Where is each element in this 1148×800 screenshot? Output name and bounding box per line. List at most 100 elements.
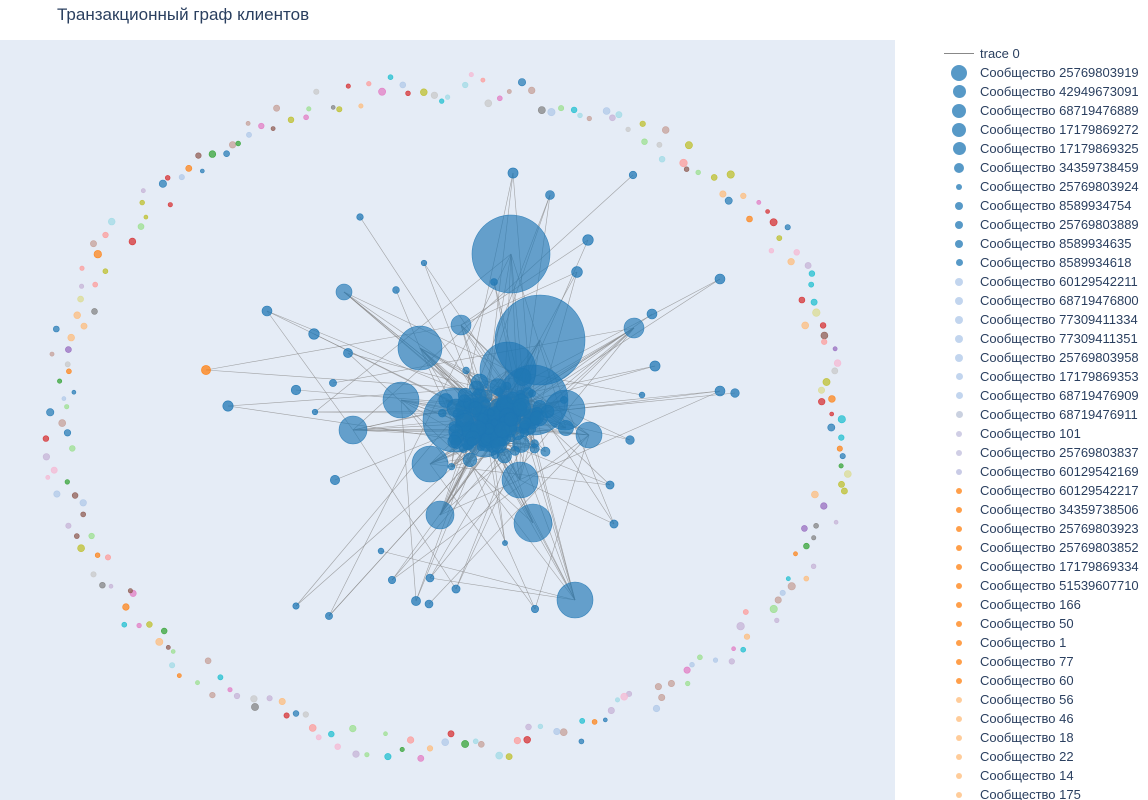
graph-node-228[interactable] <box>774 596 782 604</box>
graph-node-209[interactable] <box>836 445 843 452</box>
legend-item-13[interactable]: Сообщество 68719476800 <box>944 291 1148 310</box>
graph-node-201[interactable] <box>571 266 583 278</box>
graph-node-217[interactable] <box>833 519 839 525</box>
graph-node-332[interactable] <box>64 361 71 368</box>
graph-node-138[interactable] <box>490 418 499 427</box>
graph-node-290[interactable] <box>217 674 224 681</box>
graph-node-322[interactable] <box>69 445 76 452</box>
graph-node-376[interactable] <box>345 83 351 89</box>
graph-node-410[interactable] <box>685 141 693 150</box>
graph-node-389[interactable] <box>480 77 486 83</box>
graph-node-386[interactable] <box>445 94 451 100</box>
graph-node-361[interactable] <box>208 150 217 158</box>
graph-node-396[interactable] <box>547 108 556 117</box>
graph-node-218[interactable] <box>813 522 819 529</box>
legend-item-2[interactable]: Сообщество 42949673091 <box>944 82 1148 101</box>
graph-node-13[interactable] <box>335 283 353 301</box>
graph-node-151[interactable] <box>558 420 574 436</box>
legend-item-10[interactable]: Сообщество 8589934635 <box>944 234 1148 253</box>
legend-item-24[interactable]: Сообщество 34359738506 <box>944 500 1148 519</box>
graph-node-402[interactable] <box>609 114 616 122</box>
graph-node-241[interactable] <box>685 680 691 687</box>
graph-node-6[interactable] <box>382 381 420 419</box>
legend-item-25[interactable]: Сообщество 25769803923 <box>944 519 1148 538</box>
graph-node-355[interactable] <box>158 179 167 188</box>
graph-node-323[interactable] <box>42 435 50 442</box>
graph-node-281[interactable] <box>292 710 300 717</box>
graph-node-265[interactable] <box>447 730 455 738</box>
graph-node-179[interactable] <box>290 384 302 396</box>
graph-node-211[interactable] <box>838 463 844 469</box>
graph-node-196[interactable] <box>411 596 421 606</box>
graph-node-250[interactable] <box>602 717 608 723</box>
graph-node-175[interactable] <box>261 305 273 317</box>
graph-node-441[interactable] <box>822 378 831 386</box>
graph-node-378[interactable] <box>366 81 372 87</box>
graph-node-203[interactable] <box>392 286 400 294</box>
graph-node-258[interactable] <box>523 736 531 744</box>
graph-node-254[interactable] <box>559 728 568 737</box>
graph-node-287[interactable] <box>233 692 241 700</box>
graph-node-178[interactable] <box>222 400 234 412</box>
graph-node-173[interactable] <box>356 213 364 221</box>
graph-node-291[interactable] <box>195 680 200 686</box>
graph-node-226[interactable] <box>787 582 796 591</box>
graph-node-171[interactable] <box>628 170 638 180</box>
graph-node-157[interactable] <box>512 398 531 417</box>
legend-item-23[interactable]: Сообщество 60129542217 <box>944 481 1148 500</box>
graph-node-234[interactable] <box>740 646 747 653</box>
graph-node-176[interactable] <box>308 328 320 340</box>
graph-node-255[interactable] <box>553 727 561 735</box>
graph-node-266[interactable] <box>441 738 450 747</box>
graph-node-283[interactable] <box>278 697 286 705</box>
graph-node-276[interactable] <box>334 743 341 750</box>
graph-node-186[interactable] <box>730 388 740 398</box>
graph-node-306[interactable] <box>99 581 106 589</box>
graph-node-333[interactable] <box>49 351 55 357</box>
graph-node-311[interactable] <box>88 532 95 540</box>
graph-node-431[interactable] <box>798 296 806 304</box>
graph-node-346[interactable] <box>90 240 97 248</box>
graph-node-363[interactable] <box>229 141 237 149</box>
graph-node-206[interactable] <box>837 415 846 424</box>
graph-node-403[interactable] <box>615 111 623 119</box>
graph-node-443[interactable] <box>828 395 836 403</box>
legend-item-4[interactable]: Сообщество 17179869272 <box>944 120 1148 139</box>
graph-node-349[interactable] <box>107 217 116 226</box>
graph-node-210[interactable] <box>839 453 846 460</box>
graph-node-279[interactable] <box>308 724 317 732</box>
graph-node-353[interactable] <box>140 188 146 194</box>
graph-node-239[interactable] <box>689 661 695 668</box>
graph-node-289[interactable] <box>209 691 216 699</box>
graph-node-405[interactable] <box>639 120 646 127</box>
graph-node-235[interactable] <box>731 646 736 652</box>
graph-node-0[interactable] <box>471 214 551 294</box>
legend-item-16[interactable]: Сообщество 25769803958 <box>944 348 1148 367</box>
graph-node-182[interactable] <box>646 308 658 320</box>
graph-node-34[interactable] <box>540 446 551 457</box>
graph-node-100[interactable] <box>438 409 447 418</box>
graph-node-256[interactable] <box>537 723 544 730</box>
graph-node-230[interactable] <box>774 617 780 624</box>
graph-node-319[interactable] <box>45 474 51 480</box>
graph-node-315[interactable] <box>79 499 87 507</box>
graph-node-398[interactable] <box>570 106 578 114</box>
graph-node-326[interactable] <box>46 408 55 417</box>
graph-node-134[interactable] <box>487 408 495 417</box>
graph-node-359[interactable] <box>200 168 205 174</box>
graph-node-238[interactable] <box>697 654 703 661</box>
graph-node-418[interactable] <box>740 192 747 199</box>
graph-node-436[interactable] <box>820 331 829 340</box>
graph-node-150[interactable] <box>529 410 544 425</box>
graph-node-367[interactable] <box>258 122 265 130</box>
graph-node-339[interactable] <box>91 308 98 315</box>
graph-node-358[interactable] <box>185 164 193 172</box>
graph-node-183[interactable] <box>649 360 661 372</box>
graph-node-298[interactable] <box>161 627 168 635</box>
graph-node-373[interactable] <box>313 88 320 95</box>
graph-node-219[interactable] <box>801 525 808 532</box>
graph-node-11[interactable] <box>338 415 368 445</box>
legend-item-9[interactable]: Сообщество 25769803889 <box>944 215 1148 234</box>
graph-node-260[interactable] <box>505 753 513 760</box>
graph-node-188[interactable] <box>625 435 635 445</box>
